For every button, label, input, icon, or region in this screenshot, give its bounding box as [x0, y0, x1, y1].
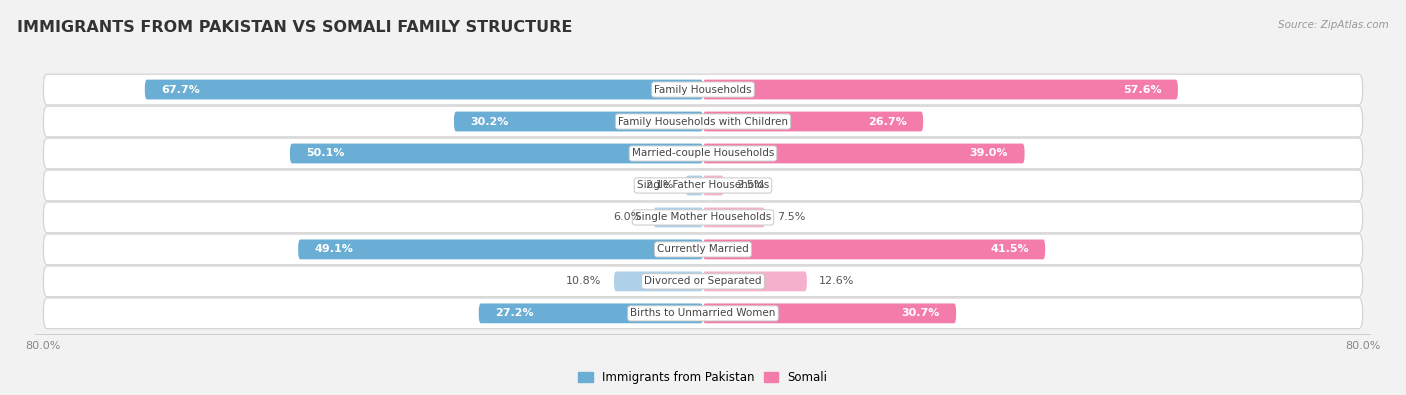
FancyBboxPatch shape	[44, 74, 1362, 105]
Legend: Immigrants from Pakistan, Somali: Immigrants from Pakistan, Somali	[574, 367, 832, 389]
FancyBboxPatch shape	[703, 303, 956, 323]
Text: 30.7%: 30.7%	[901, 308, 939, 318]
FancyBboxPatch shape	[686, 175, 703, 196]
Text: 39.0%: 39.0%	[970, 149, 1008, 158]
FancyBboxPatch shape	[44, 298, 1362, 329]
FancyBboxPatch shape	[44, 138, 1362, 169]
Text: 12.6%: 12.6%	[820, 276, 855, 286]
FancyBboxPatch shape	[703, 207, 765, 228]
Text: 10.8%: 10.8%	[567, 276, 602, 286]
FancyBboxPatch shape	[44, 234, 1362, 265]
Text: Family Households with Children: Family Households with Children	[619, 117, 787, 126]
Text: 6.0%: 6.0%	[613, 213, 641, 222]
Text: 49.1%: 49.1%	[315, 245, 353, 254]
FancyBboxPatch shape	[654, 207, 703, 228]
Text: Currently Married: Currently Married	[657, 245, 749, 254]
Text: 26.7%: 26.7%	[868, 117, 907, 126]
FancyBboxPatch shape	[290, 143, 703, 164]
FancyBboxPatch shape	[703, 175, 724, 196]
FancyBboxPatch shape	[44, 106, 1362, 137]
Text: 7.5%: 7.5%	[778, 213, 806, 222]
FancyBboxPatch shape	[703, 143, 1025, 164]
Text: 57.6%: 57.6%	[1123, 85, 1161, 94]
FancyBboxPatch shape	[298, 239, 703, 260]
Text: IMMIGRANTS FROM PAKISTAN VS SOMALI FAMILY STRUCTURE: IMMIGRANTS FROM PAKISTAN VS SOMALI FAMIL…	[17, 20, 572, 35]
Text: 27.2%: 27.2%	[495, 308, 534, 318]
Text: Divorced or Separated: Divorced or Separated	[644, 276, 762, 286]
Text: 30.2%: 30.2%	[471, 117, 509, 126]
Text: 67.7%: 67.7%	[162, 85, 200, 94]
FancyBboxPatch shape	[703, 80, 1178, 100]
FancyBboxPatch shape	[703, 112, 924, 132]
Text: Married-couple Households: Married-couple Households	[631, 149, 775, 158]
Text: Births to Unmarried Women: Births to Unmarried Women	[630, 308, 776, 318]
FancyBboxPatch shape	[703, 239, 1045, 260]
FancyBboxPatch shape	[614, 271, 703, 291]
Text: Single Father Households: Single Father Households	[637, 181, 769, 190]
Text: 50.1%: 50.1%	[307, 149, 344, 158]
Text: 41.5%: 41.5%	[990, 245, 1029, 254]
FancyBboxPatch shape	[44, 202, 1362, 233]
FancyBboxPatch shape	[454, 112, 703, 132]
FancyBboxPatch shape	[145, 80, 703, 100]
Text: Family Households: Family Households	[654, 85, 752, 94]
FancyBboxPatch shape	[44, 170, 1362, 201]
FancyBboxPatch shape	[478, 303, 703, 323]
Text: 2.1%: 2.1%	[645, 181, 673, 190]
FancyBboxPatch shape	[703, 271, 807, 291]
FancyBboxPatch shape	[44, 266, 1362, 297]
Text: Source: ZipAtlas.com: Source: ZipAtlas.com	[1278, 20, 1389, 30]
Text: 2.5%: 2.5%	[735, 181, 765, 190]
Text: Single Mother Households: Single Mother Households	[636, 213, 770, 222]
